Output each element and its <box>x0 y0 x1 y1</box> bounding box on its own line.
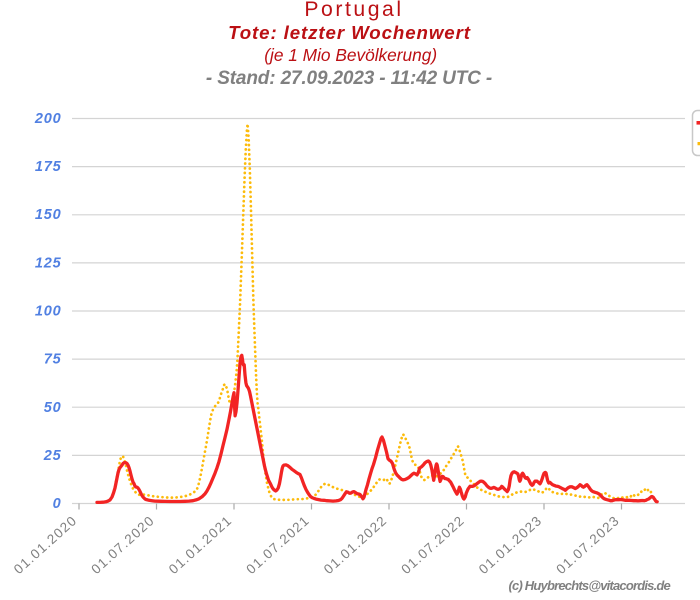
svg-text:150: 150 <box>35 207 62 223</box>
svg-text:200: 200 <box>34 111 62 127</box>
svg-text:100: 100 <box>35 304 62 320</box>
svg-text:Portugal: Portugal <box>304 0 403 21</box>
svg-text:(je 1 Mio Bevölkerung): (je 1 Mio Bevölkerung) <box>264 45 437 65</box>
svg-text:0: 0 <box>53 496 62 512</box>
svg-text:75: 75 <box>44 352 62 368</box>
svg-text:Tote: letzter Wochenwert: Tote: letzter Wochenwert <box>228 22 471 43</box>
svg-text:125: 125 <box>35 255 62 271</box>
svg-text:- Stand: 27.09.2023 - 11:42 UT: - Stand: 27.09.2023 - 11:42 UTC - <box>206 68 492 89</box>
svg-text:(c) Huybrechts@vitacordis.de: (c) Huybrechts@vitacordis.de <box>509 578 671 593</box>
svg-text:50: 50 <box>44 400 62 416</box>
svg-text:175: 175 <box>35 159 62 175</box>
svg-text:25: 25 <box>43 448 62 464</box>
